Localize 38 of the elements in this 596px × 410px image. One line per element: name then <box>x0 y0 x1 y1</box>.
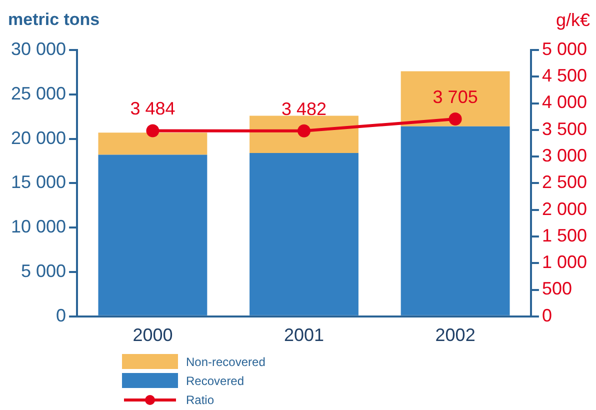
bar <box>98 132 208 155</box>
y2-tick-label: 1 000 <box>542 252 588 272</box>
y-tick-label: 0 <box>56 305 66 326</box>
bar <box>250 116 358 154</box>
bar <box>400 126 510 316</box>
legend-label: Ratio <box>186 392 214 406</box>
y-tick-label: 25 000 <box>10 83 66 104</box>
y2-tick-label: 0 <box>542 305 552 326</box>
y2-tick-label: 500 <box>542 278 572 299</box>
y-tick-label: 5 000 <box>21 260 66 281</box>
y2-tick-label: 5 000 <box>542 38 588 59</box>
y2-tick-label: 4 500 <box>542 66 588 86</box>
bar <box>98 154 208 316</box>
y-tick-label: 30 000 <box>10 38 66 59</box>
y-tick-label: 15 000 <box>10 172 66 192</box>
y-axis-title: metric tons <box>8 10 100 30</box>
x-tick-label: 2000 <box>132 325 173 346</box>
data-label: 3 484 <box>130 98 176 119</box>
data-label: 3 705 <box>432 86 478 107</box>
y2-axis-title: g/k€ <box>556 10 590 30</box>
data-label: 3 482 <box>281 98 327 119</box>
y2-tick-label: 4 000 <box>542 92 588 112</box>
y-tick-label: 10 000 <box>10 216 66 237</box>
point <box>298 124 311 138</box>
y2-tick-label: 2 500 <box>542 172 588 192</box>
bar <box>250 153 358 316</box>
y-tick-label: 20 000 <box>10 128 66 148</box>
y2-tick-label: 2 000 <box>542 198 588 219</box>
x-tick-label: 2002 <box>435 325 476 346</box>
point <box>146 124 160 138</box>
y2-tick-label: 3 500 <box>542 118 588 139</box>
point <box>448 112 462 126</box>
x-tick-label: 2001 <box>284 325 324 346</box>
y2-tick-label: 1 500 <box>542 225 588 246</box>
y2-tick-label: 3 000 <box>542 146 588 166</box>
legend-label: Recovered <box>186 374 244 388</box>
legend-label: Non-recovered <box>186 354 266 368</box>
bar <box>400 71 510 126</box>
